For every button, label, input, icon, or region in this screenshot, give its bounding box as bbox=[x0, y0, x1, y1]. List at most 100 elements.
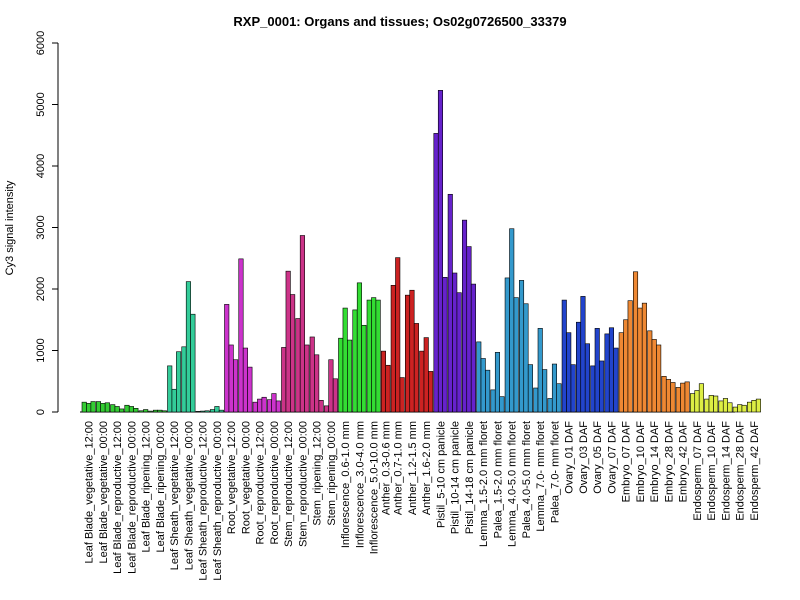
category-label: Leaf Blade_ripening_12:00 bbox=[141, 421, 153, 553]
bar bbox=[309, 336, 315, 413]
category-label: Leaf Sheath_vegetative_00:00 bbox=[183, 421, 195, 570]
bar bbox=[708, 395, 714, 413]
bar bbox=[261, 396, 267, 413]
bar bbox=[390, 285, 396, 413]
bar bbox=[385, 364, 391, 413]
y-tick-label: 4000 bbox=[35, 154, 47, 178]
y-ticks: 0 1000 2000 3000 4000 5000 6000 bbox=[35, 31, 58, 415]
bar bbox=[542, 369, 548, 413]
bar bbox=[81, 401, 87, 413]
bar bbox=[190, 313, 196, 413]
bar bbox=[594, 328, 600, 413]
bar bbox=[718, 400, 724, 413]
bar bbox=[328, 359, 334, 413]
category-label: Palea_1.5-2.0 mm floret bbox=[492, 421, 504, 538]
bar bbox=[623, 319, 629, 413]
category-label: Leaf Blade_vegetative_12:00 bbox=[84, 421, 96, 564]
bar bbox=[732, 406, 738, 413]
bar bbox=[727, 402, 733, 413]
bar bbox=[641, 302, 647, 413]
bar bbox=[200, 410, 206, 413]
bar bbox=[437, 90, 443, 413]
bar bbox=[104, 402, 110, 413]
bar bbox=[755, 398, 761, 413]
bar bbox=[252, 401, 258, 413]
bar bbox=[513, 297, 519, 413]
bar bbox=[347, 339, 353, 413]
category-label: Anther_1.6-2.0 mm bbox=[421, 421, 433, 515]
bar bbox=[485, 369, 491, 413]
bar bbox=[323, 405, 329, 413]
bar bbox=[637, 307, 643, 413]
bar bbox=[476, 341, 482, 413]
y-tick-label: 3000 bbox=[35, 215, 47, 239]
category-label: Anther_1.2-1.5 mm bbox=[407, 421, 419, 515]
category-label: Ovary_07 DAF bbox=[606, 421, 618, 494]
bar bbox=[537, 328, 543, 413]
category-label: Root_reproductive_12:00 bbox=[255, 421, 267, 545]
category-label: Embryo_10 DAF bbox=[635, 421, 647, 503]
bar bbox=[218, 409, 224, 413]
bar bbox=[665, 379, 671, 413]
bar bbox=[413, 323, 419, 413]
bar bbox=[494, 352, 500, 413]
bar bbox=[185, 281, 191, 413]
bar bbox=[651, 339, 657, 413]
category-label: Leaf Blade_ripening_00:00 bbox=[155, 421, 167, 553]
bar bbox=[504, 277, 510, 413]
bar bbox=[746, 401, 753, 413]
bar bbox=[100, 403, 106, 413]
bar bbox=[456, 292, 462, 413]
bar bbox=[694, 390, 700, 413]
bar bbox=[613, 347, 619, 413]
bar bbox=[119, 408, 125, 413]
category-label: Endosperm_28 DAF bbox=[735, 421, 747, 521]
bar bbox=[124, 404, 130, 413]
bar bbox=[618, 332, 624, 413]
bar bbox=[114, 406, 120, 413]
bar bbox=[238, 258, 244, 413]
bar bbox=[285, 270, 291, 413]
bar bbox=[338, 337, 344, 413]
category-label: Root_vegetative_12:00 bbox=[226, 421, 238, 534]
bar bbox=[95, 401, 101, 413]
bar bbox=[133, 408, 139, 413]
bar bbox=[228, 344, 234, 413]
bar bbox=[195, 411, 201, 413]
bar bbox=[580, 296, 586, 413]
bar bbox=[584, 343, 590, 413]
bar bbox=[680, 382, 686, 413]
category-label: Stem_reproductive_00:00 bbox=[297, 421, 309, 547]
bar bbox=[395, 257, 401, 413]
category-label: Ovary_05 DAF bbox=[592, 421, 604, 494]
bar bbox=[470, 283, 476, 413]
bar bbox=[490, 389, 496, 413]
bar bbox=[257, 398, 263, 413]
bar bbox=[604, 333, 610, 413]
bar bbox=[342, 307, 348, 413]
bar bbox=[247, 366, 253, 413]
bar bbox=[157, 409, 163, 413]
category-label: Pistil_10-14 cm panicle bbox=[450, 421, 462, 534]
bar bbox=[356, 282, 362, 413]
category-label: Palea_4.0-5.0 mm floret bbox=[521, 421, 533, 538]
bar bbox=[242, 347, 248, 413]
bar bbox=[566, 332, 572, 413]
bar bbox=[409, 289, 415, 413]
bar bbox=[361, 324, 367, 413]
bar bbox=[371, 297, 377, 413]
bar bbox=[461, 219, 468, 413]
y-tick-label: 2000 bbox=[35, 277, 47, 301]
bar bbox=[380, 350, 386, 413]
category-label: Inflorescence_3.0-4.0 mm bbox=[354, 421, 366, 548]
bar bbox=[332, 378, 338, 413]
category-label: Endosperm_07 DAF bbox=[692, 421, 704, 521]
category-label: Inflorescence_5.0-10.0 mm bbox=[369, 421, 381, 554]
bar bbox=[713, 395, 719, 413]
category-label: Anther_0.7-1.0 mm bbox=[393, 421, 405, 515]
bar bbox=[661, 376, 667, 413]
category-label: Endosperm_42 DAF bbox=[749, 421, 761, 521]
bar bbox=[204, 410, 210, 413]
y-axis-label: Cy3 signal intensity bbox=[4, 180, 16, 275]
bar bbox=[266, 399, 272, 413]
